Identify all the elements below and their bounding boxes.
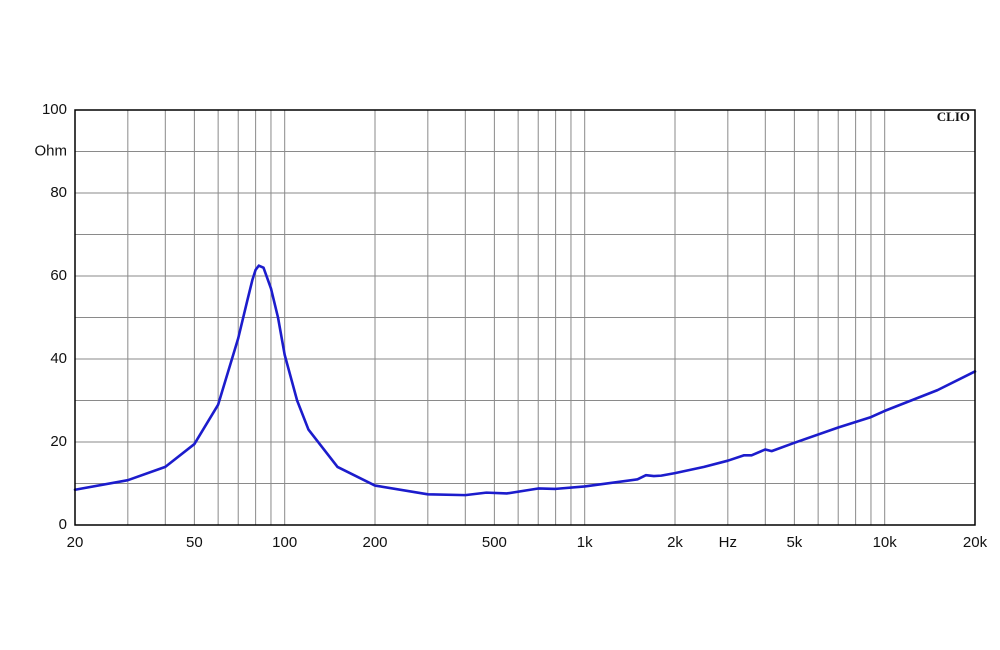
x-tick-label: 10k <box>873 534 898 551</box>
x-tick-label: 20k <box>963 534 988 551</box>
y-tick-label: 100 <box>42 101 67 118</box>
x-tick-label: 2k <box>667 534 683 551</box>
x-tick-label: 20 <box>67 534 84 551</box>
plot <box>73 264 977 497</box>
x-tick-label: 50 <box>186 534 203 551</box>
impedance-line <box>73 264 977 497</box>
x-tick-label: 100 <box>272 534 297 551</box>
x-tick-label: 5k <box>786 534 802 551</box>
plot-frame <box>74 109 976 526</box>
y-tick-label: 0 <box>59 516 67 533</box>
x-tick-label: 200 <box>362 534 387 551</box>
y-tick-label: 60 <box>50 267 67 284</box>
brand: CLIO <box>937 109 970 124</box>
y-tick-label: 20 <box>50 433 67 450</box>
y-tick-label: 40 <box>50 350 67 367</box>
y-tick-label: 80 <box>50 184 67 201</box>
y-axis-label: Ohm <box>34 142 67 159</box>
x-axis-label: Hz <box>719 534 737 551</box>
x-tick-label: 500 <box>482 534 507 551</box>
x-tick-label: 1k <box>577 534 593 551</box>
